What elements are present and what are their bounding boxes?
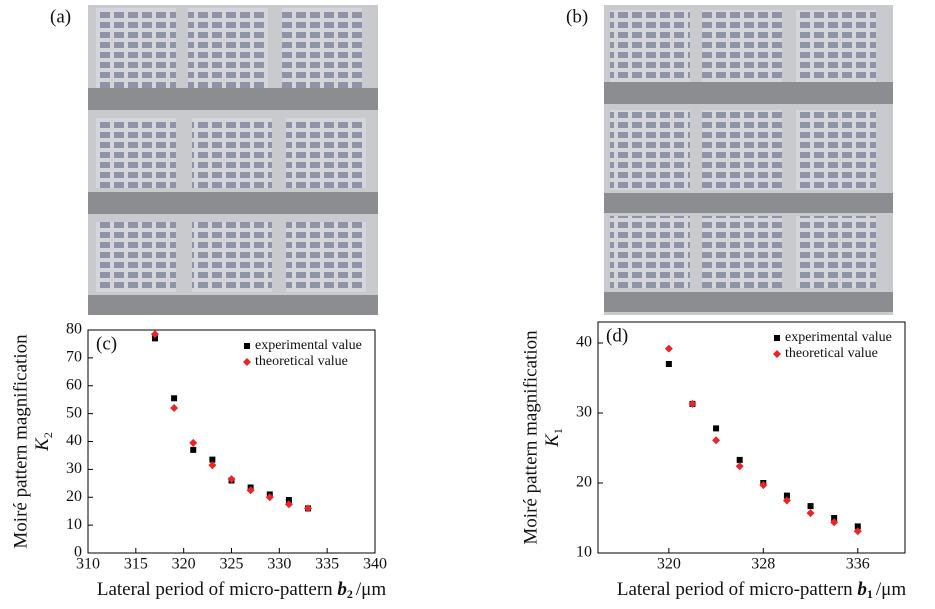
panel-label: (d) — [606, 325, 628, 346]
y-tick-label: 50 — [66, 404, 82, 421]
point — [171, 395, 178, 402]
point — [783, 492, 790, 499]
y-symbol-label: K2 — [32, 432, 54, 452]
chart: 320 328 336 10 20 30 40 (d) Lateral period of mi… — [520, 321, 907, 601]
x-label-text: Lateral period of micro-pattern — [617, 579, 853, 600]
point — [284, 500, 293, 509]
point — [208, 461, 217, 470]
x-tick-label: 310 — [76, 556, 100, 573]
point — [735, 462, 744, 471]
point — [830, 518, 839, 527]
legend-marker — [243, 358, 251, 366]
legend-marker — [244, 343, 250, 349]
point — [853, 527, 862, 536]
point — [807, 503, 814, 510]
y-tick-label: 80 — [66, 321, 82, 338]
legend-marker — [773, 350, 781, 358]
point — [209, 456, 216, 463]
chart: 310 315 320 325 330 335 340 0 10 20 30 40 50 60 70 80 (c… — [10, 321, 387, 601]
point — [170, 404, 179, 413]
point — [304, 504, 313, 513]
x-symbol: b — [337, 579, 347, 600]
legend-label: theoretical value — [785, 346, 878, 361]
x-symbol-sub: 1 — [867, 587, 873, 601]
y-tick-label: 40 — [576, 334, 592, 351]
plot-frame — [597, 321, 906, 554]
y-tick-label: 0 — [74, 544, 82, 561]
y-symbol: K — [32, 437, 53, 452]
legend-label: experimental value — [785, 330, 892, 345]
point — [665, 361, 672, 367]
point — [227, 475, 236, 484]
point — [854, 523, 861, 530]
x-axis-label: Lateral period of micro-pattern b2/μm — [97, 579, 387, 600]
point — [688, 399, 697, 408]
point — [190, 446, 197, 453]
point — [831, 515, 838, 521]
photo-a — [88, 5, 378, 315]
panel-label: (a) — [50, 6, 71, 27]
x-symbol-sub: 2 — [347, 587, 353, 601]
point — [712, 436, 721, 445]
point — [246, 486, 255, 495]
point — [759, 481, 768, 490]
x-tick-label: 325 — [220, 556, 244, 573]
point — [736, 456, 743, 463]
x-tick-label: 320 — [657, 556, 681, 573]
legend-marker — [774, 335, 780, 341]
x-tick-label: 320 — [172, 556, 196, 573]
point — [285, 497, 292, 504]
x-tick-label: 335 — [315, 556, 339, 573]
y-tick-label: 40 — [66, 432, 82, 449]
point — [806, 509, 815, 518]
x-tick-label: 330 — [267, 556, 291, 573]
x-symbol: b — [857, 579, 867, 600]
point — [189, 438, 198, 447]
x-tick-label: 315 — [124, 556, 148, 573]
y-tick-label: 10 — [576, 544, 592, 561]
point — [664, 344, 673, 353]
photo-b — [604, 5, 893, 315]
point — [782, 496, 791, 505]
x-tick-label: 336 — [846, 556, 870, 573]
legend-label: theoretical value — [255, 354, 348, 369]
x-unit: /μm — [876, 579, 906, 600]
y-tick-label: 30 — [66, 460, 82, 477]
x-label-text: Lateral period of micro-pattern — [97, 579, 333, 600]
y-tick-label: 20 — [576, 474, 592, 491]
point — [713, 425, 720, 432]
y-symbol-sub: 2 — [41, 432, 55, 438]
y-tick-label: 10 — [66, 516, 82, 533]
panel-label: (c) — [96, 333, 117, 354]
point — [265, 493, 274, 502]
x-tick-label: 328 — [751, 556, 775, 573]
y-tick-label: 60 — [66, 376, 82, 393]
panel-label: (b) — [566, 6, 588, 27]
legend-label: experimental value — [255, 338, 362, 353]
y-axis-label: Moiré pattern magnification — [520, 330, 541, 545]
y-symbol-label: K1 — [542, 428, 564, 448]
point — [150, 330, 159, 339]
y-symbol-sub: 1 — [551, 428, 565, 434]
y-symbol: K — [542, 433, 563, 448]
y-tick-label: 70 — [66, 349, 82, 366]
y-axis-label: Moiré pattern magnification — [10, 334, 31, 549]
point — [151, 335, 158, 342]
y-tick-label: 20 — [66, 488, 82, 505]
x-tick-label: 340 — [363, 556, 387, 573]
x-axis-label: Lateral period of micro-pattern b1/μm — [617, 579, 907, 600]
x-unit: /μm — [356, 579, 386, 600]
y-tick-label: 30 — [576, 404, 592, 421]
